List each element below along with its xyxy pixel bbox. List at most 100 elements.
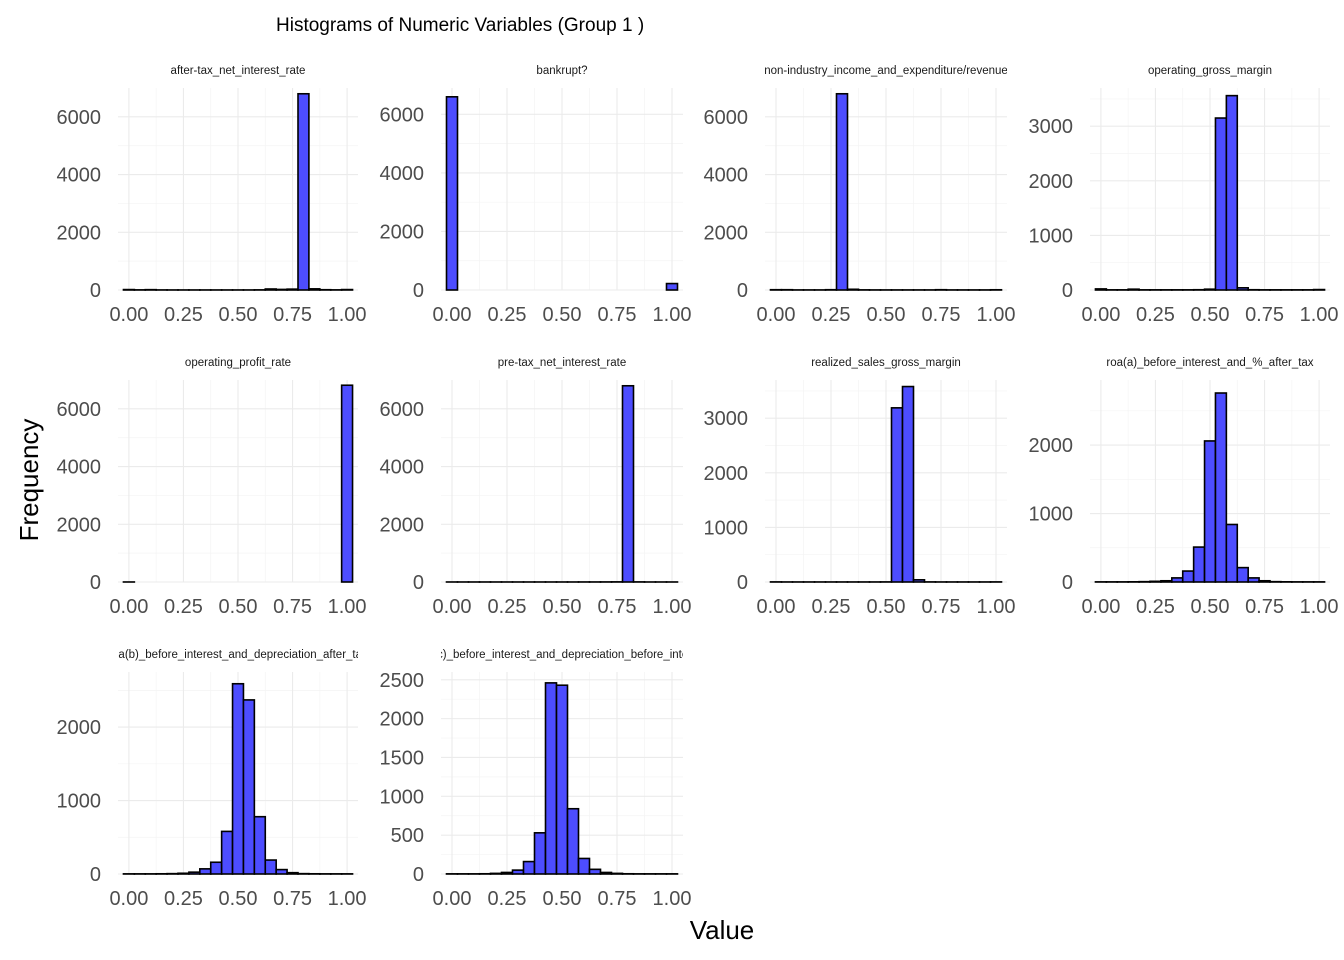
y-tick-label: 0 [1062,280,1073,302]
histogram-bar [511,869,525,875]
y-tick-label: 0 [90,864,101,886]
facet-strip-label: roa(a)_before_interest_and_%_after_tax [1106,357,1313,369]
y-tick-label: 3000 [1029,116,1074,138]
histogram-bar [264,288,277,291]
x-tick-label: 0.00 [1081,304,1120,326]
histogram-bar [275,288,288,291]
x-tick-label: 1.00 [653,888,692,910]
x-tick-label: 0.00 [109,304,148,326]
x-tick-label: 0.00 [109,596,148,618]
x-tick-label: 0.75 [273,888,312,910]
y-tick-label: 0 [1062,572,1073,594]
x-tick-label: 0.25 [488,596,527,618]
histogram-bar [1214,117,1228,291]
histogram-bar [253,815,267,875]
x-tick-label: 1.00 [1300,596,1339,618]
x-tick-label: 0.50 [867,304,906,326]
x-tick-label: 0.25 [164,596,203,618]
y-tick-label: 4000 [380,163,425,185]
histogram-bar [1192,546,1206,583]
facet-strip-label: non-industry_income_and_expenditure/reve… [764,65,1008,77]
histogram-bar [445,96,459,291]
y-tick-label: 0 [737,280,748,302]
facet-panels: after-tax_net_interest_rate 0.00 0.25 0.50 0… [57,65,1339,910]
facet-panel: operating_profit_rate 0.00 0.25 0.50 0.75 1.0… [57,357,367,618]
histogram-bar [1171,577,1184,583]
histogram-bar [912,579,926,583]
histogram-bar [533,832,547,875]
x-tick-label: 1.00 [977,304,1016,326]
facet-strip-label: bankrupt? [536,65,587,77]
x-tick-label: 1.00 [328,304,367,326]
y-axis-title: Frequency [14,419,44,542]
y-tick-label: 0 [737,572,748,594]
y-tick-label: 6000 [57,399,102,421]
facet-strip-label: operating_profit_rate [185,357,291,369]
facet-strip-label: pre-tax_net_interest_rate [498,357,627,369]
y-tick-label: 3000 [704,408,749,430]
histogram-bar [901,385,915,583]
x-tick-label: 0.00 [433,304,472,326]
histogram-bar [1203,288,1217,291]
y-tick-label: 6000 [380,399,425,421]
facet-panel: non-industry_income_and_expenditure/reve… [704,65,1016,326]
facet-panel: operating_gross_margin 0.00 0.25 0.50 0.75 1.… [1029,65,1339,326]
y-tick-label: 4000 [57,457,102,479]
y-tick-label: 0 [413,572,424,594]
histogram-bar [846,288,860,291]
y-tick-label: 2000 [380,514,425,536]
histogram-bar [1149,580,1162,583]
histogram-bar [665,282,679,291]
facet-panel: after-tax_net_interest_rate 0.00 0.25 0.50 0… [57,65,367,326]
histogram-bar [1160,579,1173,583]
facet-panel: roa(c)_before_interest_and_depreciation_… [380,649,709,910]
histogram-bar [599,871,613,875]
x-tick-label: 1.00 [653,304,692,326]
histogram-bar [522,860,536,875]
histogram-bar [297,92,310,291]
histogram-bar [835,92,849,291]
x-tick-label: 0.25 [812,596,851,618]
y-tick-label: 2000 [704,463,749,485]
facet-panel: realized_sales_gross_margin 0.00 0.25 0.50 0… [704,357,1016,618]
x-tick-label: 1.00 [977,596,1016,618]
histogram-bar [1181,570,1195,583]
histogram-bar [489,872,503,875]
histogram-bar [1236,566,1249,583]
y-tick-label: 1000 [380,786,425,808]
y-tick-label: 0 [413,280,424,302]
histogram-bar [577,857,591,875]
y-tick-label: 1000 [1029,225,1074,247]
y-tick-label: 0 [90,280,101,302]
x-tick-label: 0.25 [1136,596,1175,618]
y-tick-label: 2000 [57,222,102,244]
y-tick-label: 4000 [704,165,749,187]
histogram-bar [308,288,321,291]
x-tick-label: 0.75 [1245,304,1284,326]
facet-strip-label: operating_gross_margin [1148,65,1272,77]
x-tick-label: 0.00 [1081,596,1120,618]
x-tick-label: 0.50 [543,304,582,326]
y-tick-label: 500 [391,825,424,847]
x-tick-label: 0.75 [598,888,637,910]
histogram-bar [1203,440,1217,583]
y-tick-label: 2000 [57,717,102,739]
y-tick-label: 4000 [380,457,425,479]
y-tick-label: 1500 [380,747,425,769]
histogram-bar [1127,288,1140,291]
x-tick-label: 0.00 [757,304,796,326]
facet-strip-label: roa(b)_before_interest_and_depreciation_… [108,649,368,661]
histogram-bar [1094,288,1108,291]
x-tick-label: 0.25 [164,304,203,326]
histogram-bar [231,682,245,875]
x-tick-label: 0.50 [1191,304,1230,326]
y-tick-label: 2000 [57,514,102,536]
x-tick-label: 0.00 [757,596,796,618]
x-tick-label: 0.50 [1191,596,1230,618]
x-axis-title: Value [690,915,755,945]
x-tick-label: 0.75 [598,596,637,618]
x-tick-label: 0.75 [598,304,637,326]
histogram-bar [1225,523,1239,583]
facet-strip-label: roa(c)_before_interest_and_depreciation_… [417,649,709,661]
histogram-bar [188,871,201,875]
